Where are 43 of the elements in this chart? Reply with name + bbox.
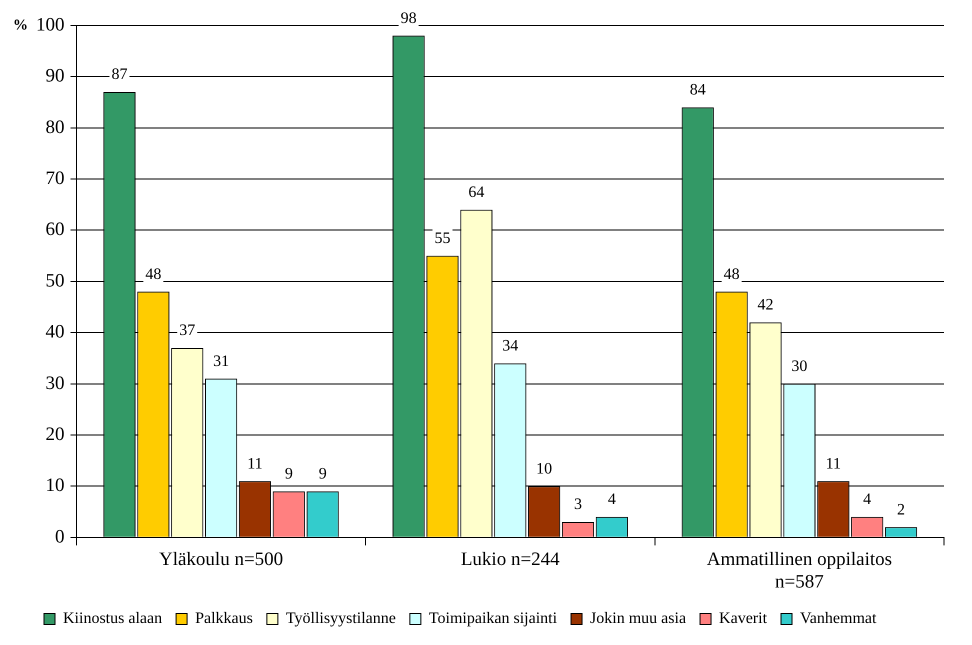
data-label: 34 [502,338,518,355]
data-label: 3 [574,496,582,514]
data-label: 48 [724,266,740,283]
legend-label: Vanhemmat [800,610,877,628]
data-label: 37 [179,322,196,340]
legend-label: Työllisyystilanne [286,610,396,628]
data-label: 64 [468,184,484,201]
data-label: 55 [434,230,450,248]
data-label: 42 [758,296,774,314]
data-label: 87 [111,66,128,84]
x-tick-label: Ammatillinen oppilaitos n=587 [706,548,892,593]
data-label: 2 [897,501,906,518]
data-label: 48 [145,266,162,283]
data-label: 98 [400,10,417,27]
y-tick-label: 0 [55,526,64,548]
y-tick-label: 90 [46,66,64,87]
data-label: 84 [690,82,706,99]
legend-label: Toimipaikan sijainti [428,610,558,628]
legend-label: Kaverit [719,610,768,628]
data-label: 4 [608,491,616,508]
y-tick-label: 100 [36,14,64,36]
data-label: 10 [536,460,552,478]
y-tick-label: 10 [46,475,64,496]
legend-label: Kiinostus alaan [63,610,162,628]
x-tick-label: Yläkoulu n=500 [158,548,284,570]
data-label: 30 [791,358,808,376]
y-tick-label: 20 [46,424,64,445]
legend-label: Jokin muu asia [590,610,686,628]
data-label: 4 [863,491,872,508]
y-tick-label: 40 [46,322,64,343]
y-tick-label: 70 [46,168,64,189]
legend-label: Palkkaus [195,610,253,628]
data-label: 11 [826,455,841,472]
y-tick-label: 80 [46,116,64,138]
data-label: 9 [318,466,327,483]
y-tick-label: 60 [46,219,64,240]
x-tick-label: Lukio n=244 [460,548,560,570]
y-tick-label: 30 [46,372,64,394]
y-tick-label: 50 [46,270,64,292]
y-axis-title: % [13,17,28,34]
data-label: 9 [284,466,293,483]
data-label: 11 [247,455,263,472]
data-label: 31 [213,352,230,370]
